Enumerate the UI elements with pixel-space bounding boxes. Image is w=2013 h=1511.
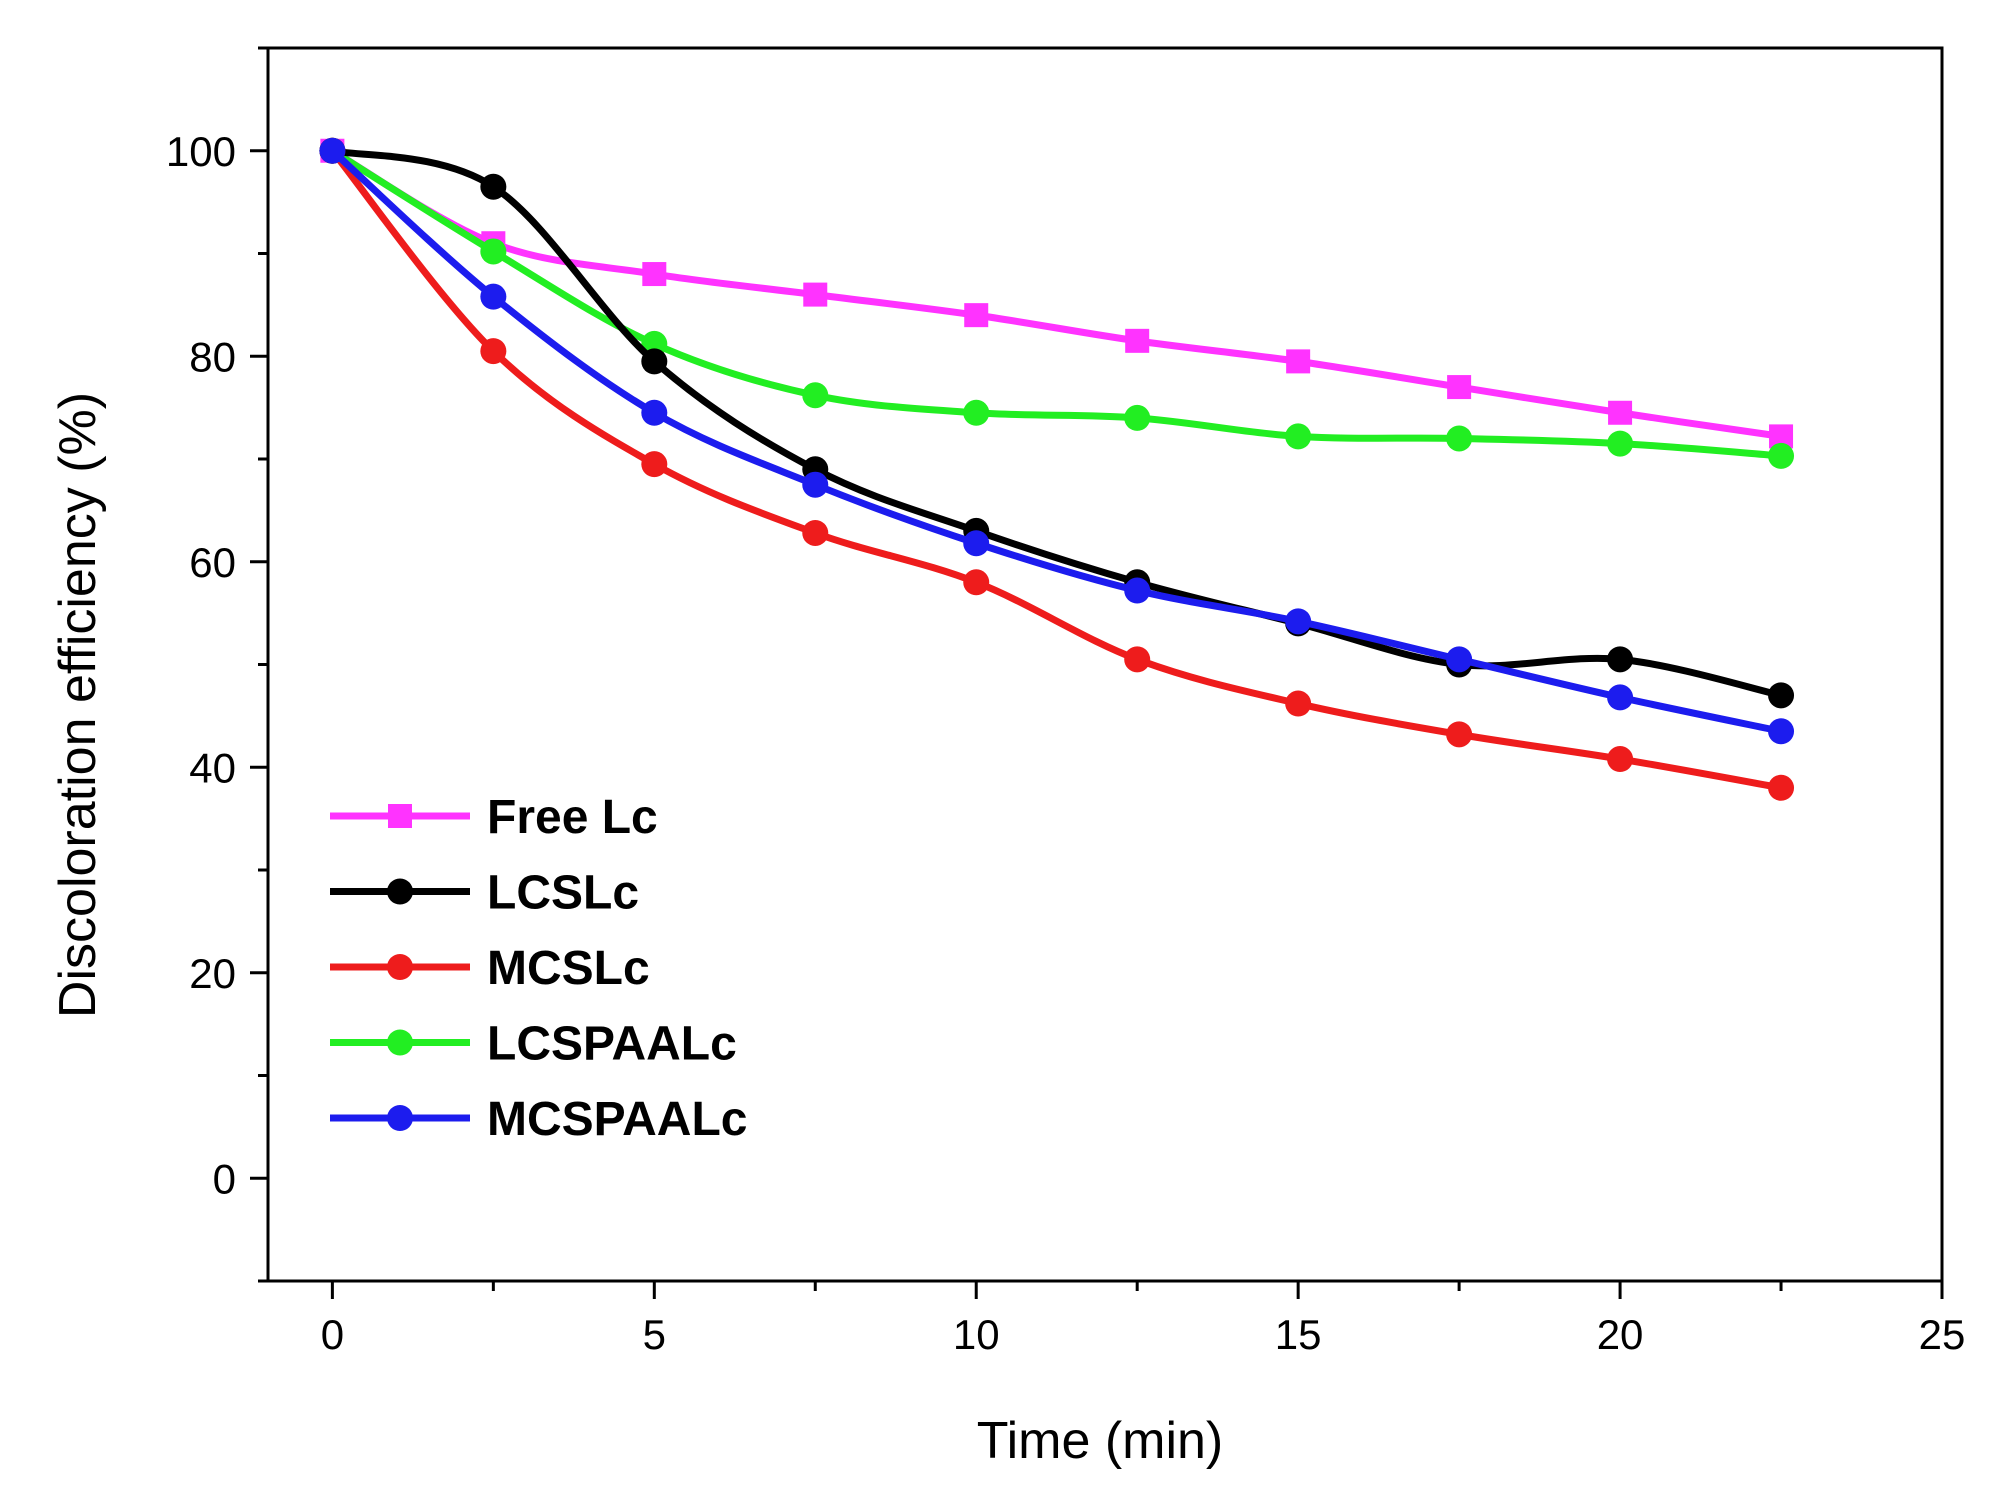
data-point — [1447, 375, 1472, 400]
data-point — [1124, 404, 1151, 431]
data-point — [1125, 328, 1150, 353]
data-point — [802, 519, 829, 546]
series-line — [328, 147, 1785, 440]
data-point — [802, 382, 829, 409]
legend-label: Free Lc — [487, 791, 658, 844]
data-point — [1285, 608, 1312, 635]
y-tick-label: 100 — [166, 128, 236, 175]
series-mcspaalc — [319, 137, 1795, 745]
legend-label: MCSLc — [487, 942, 650, 995]
data-point — [641, 348, 668, 375]
data-point — [802, 471, 829, 498]
x-axis-title: Time (min) — [977, 1412, 1224, 1470]
legend: Free Lc LCSLc MCSLc LCSPAALc MCSPAALc — [330, 791, 747, 1146]
series-line — [328, 147, 1785, 460]
legend-label: LCSPAALc — [487, 1018, 737, 1071]
y-tick-label: 40 — [189, 744, 236, 791]
legend-swatch-marker — [387, 1029, 413, 1056]
y-tick-label: 0 — [213, 1155, 236, 1202]
series-free-lc — [320, 138, 1794, 449]
data-point — [1286, 349, 1311, 374]
data-point — [1124, 577, 1151, 604]
series-line — [328, 147, 1785, 699]
data-point — [964, 303, 989, 328]
data-point — [1607, 746, 1634, 773]
y-axis-title: Discoloration efficiency (%) — [49, 392, 107, 1018]
y-tick-label: 60 — [189, 539, 236, 586]
data-point — [1285, 423, 1312, 450]
legend-label: MCSPAALc — [487, 1093, 747, 1146]
x-tick-label: 25 — [1919, 1311, 1966, 1358]
series-layer — [319, 137, 1795, 801]
legend-item: MCSPAALc — [330, 1093, 747, 1146]
data-point — [319, 137, 346, 164]
legend-item: MCSLc — [330, 942, 650, 995]
data-point — [963, 530, 990, 557]
data-point — [480, 338, 507, 365]
data-point — [1607, 430, 1634, 457]
data-point — [641, 451, 668, 478]
data-point — [641, 399, 668, 426]
data-point — [1446, 646, 1473, 673]
data-point — [1446, 425, 1473, 452]
x-tick-label: 5 — [643, 1311, 666, 1358]
legend-item: LCSLc — [330, 867, 639, 920]
y-tick-label: 80 — [189, 333, 236, 380]
data-point — [803, 282, 828, 307]
legend-label: LCSLc — [487, 867, 639, 920]
data-point — [1768, 442, 1795, 469]
data-point — [1768, 718, 1795, 745]
legend-swatch-marker — [387, 878, 413, 905]
data-point — [1607, 684, 1634, 711]
data-point — [1607, 646, 1634, 673]
data-point — [1608, 400, 1633, 425]
legend-swatch-marker — [387, 1105, 413, 1131]
y-tick-label: 20 — [189, 950, 236, 997]
data-point — [1768, 774, 1795, 801]
series-mcslc — [319, 137, 1795, 801]
tick-layer: 0 5 10 15 20 25 0 20 40 60 80 100 — [166, 46, 1966, 1358]
legend-item: Free Lc — [330, 791, 658, 844]
data-point — [642, 262, 667, 287]
data-point — [1768, 682, 1795, 709]
x-tick-label: 15 — [1275, 1311, 1322, 1358]
x-tick-label: 10 — [953, 1311, 1000, 1358]
legend-swatch-marker — [387, 954, 413, 980]
data-point — [1285, 690, 1312, 717]
x-tick-label: 20 — [1597, 1311, 1644, 1358]
data-point — [480, 238, 507, 265]
data-point — [963, 569, 990, 596]
data-point — [1446, 721, 1473, 748]
x-tick-label: 0 — [321, 1311, 344, 1358]
data-point — [1124, 646, 1151, 673]
data-point — [480, 283, 507, 310]
data-point — [480, 173, 507, 200]
data-point — [963, 399, 990, 426]
legend-item: LCSPAALc — [330, 1018, 737, 1071]
series-line — [328, 147, 1785, 735]
series-lcspaalc — [319, 137, 1795, 469]
series-line — [328, 147, 1785, 792]
legend-swatch-marker — [388, 804, 412, 828]
